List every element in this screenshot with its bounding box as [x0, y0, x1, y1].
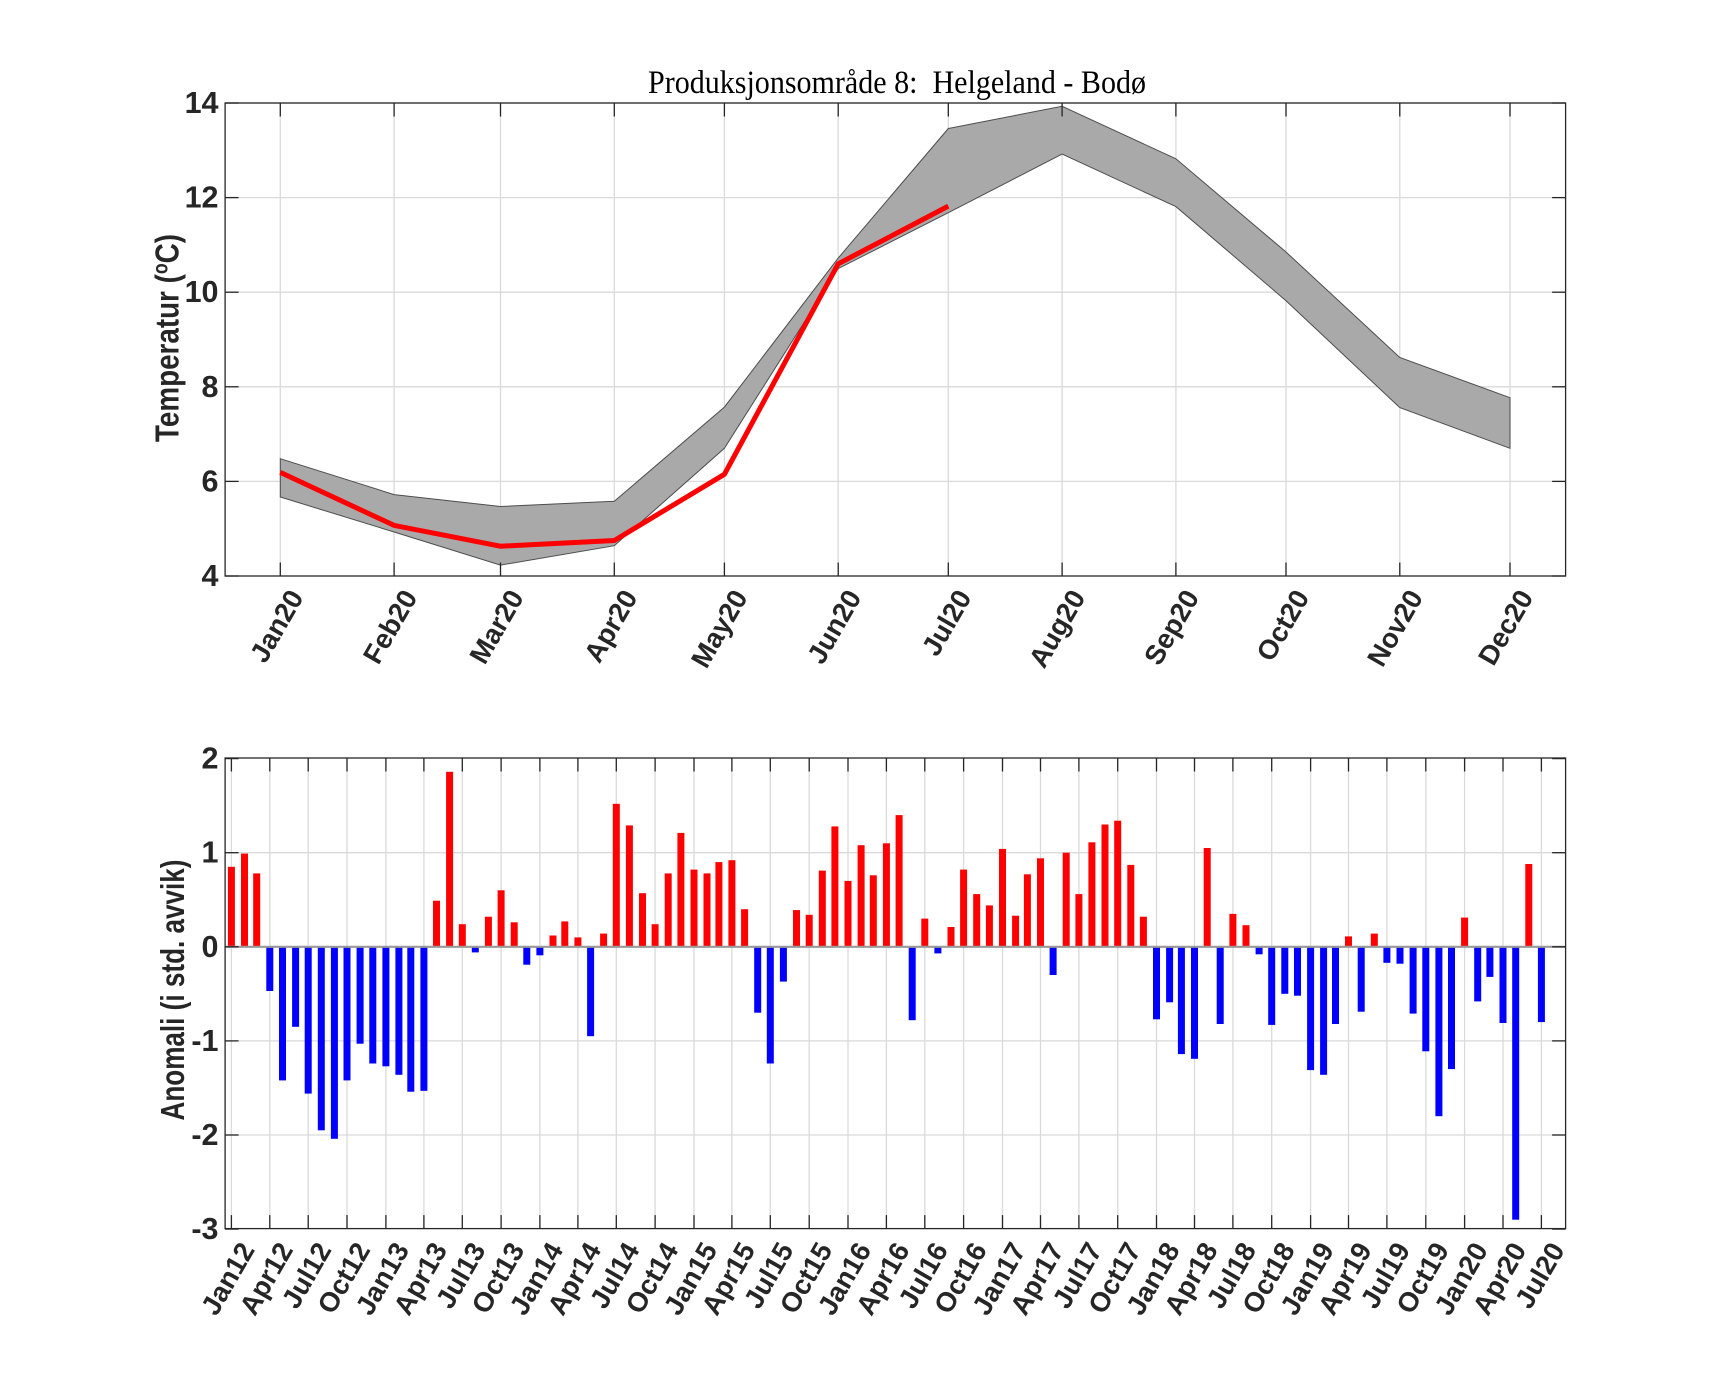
svg-text:6: 6 — [202, 464, 219, 498]
svg-text:-2: -2 — [191, 1118, 218, 1152]
svg-text:-1: -1 — [191, 1024, 218, 1058]
svg-text:0: 0 — [202, 930, 219, 964]
svg-text:Temperatur (oC): Temperatur (oC) — [149, 234, 186, 442]
svg-text:Produksjonsområde 8: Helgelan: Produksjonsområde 8: Helgeland - Bodø — [648, 65, 1146, 101]
svg-text:Anomali (i std. avvik): Anomali (i std. avvik) — [154, 860, 191, 1121]
svg-text:12: 12 — [185, 181, 219, 215]
svg-text:2: 2 — [202, 742, 219, 776]
svg-text:1: 1 — [202, 836, 219, 870]
svg-text:-3: -3 — [191, 1212, 218, 1246]
svg-text:4: 4 — [202, 559, 219, 593]
svg-text:8: 8 — [202, 370, 219, 404]
svg-text:14: 14 — [185, 86, 219, 120]
svg-text:10: 10 — [185, 275, 219, 309]
